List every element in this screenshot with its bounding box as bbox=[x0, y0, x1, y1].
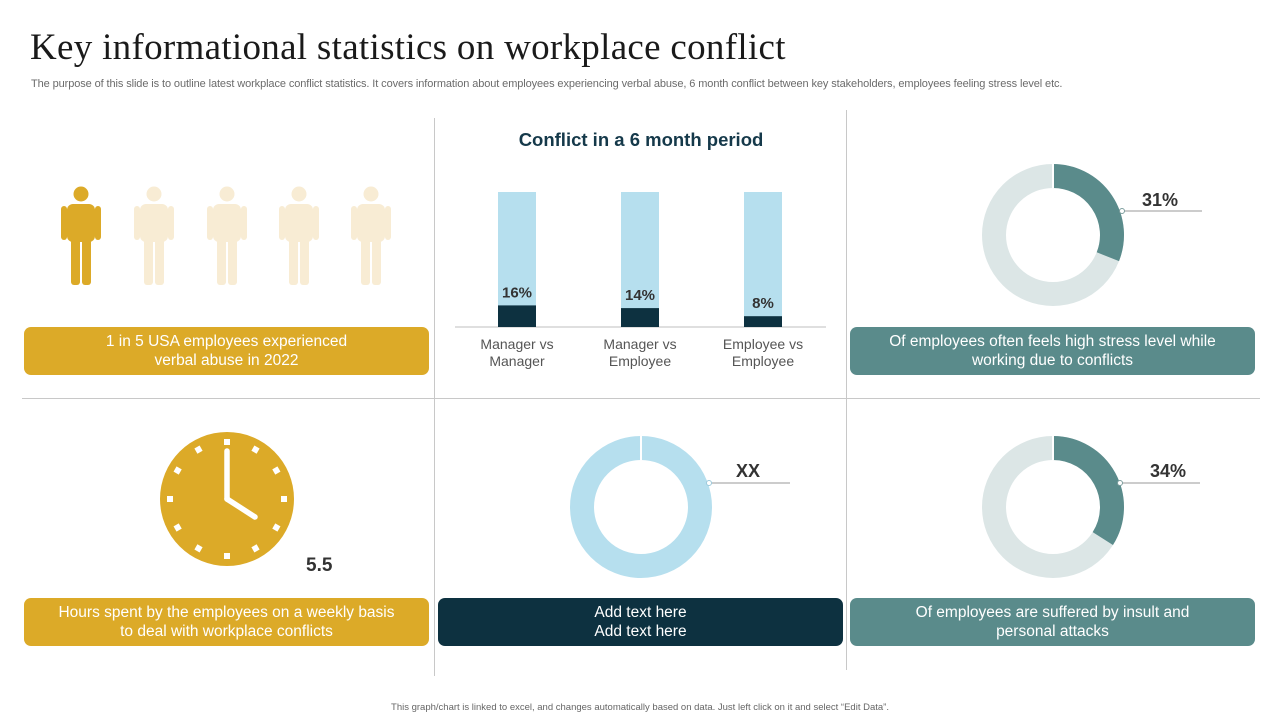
clock-tick bbox=[251, 544, 260, 553]
bar-value-label: 8% bbox=[752, 295, 774, 312]
stress-percent-label: 31% bbox=[1142, 190, 1179, 210]
grid-divider-horizontal bbox=[22, 398, 1260, 399]
donut-segment bbox=[1052, 164, 1124, 262]
clock-tick bbox=[224, 553, 230, 559]
placeholder-caption-line2: Add text here bbox=[594, 623, 687, 640]
clock-tick bbox=[281, 496, 287, 502]
clock-icon bbox=[160, 432, 294, 566]
stress-callout-leader bbox=[1119, 208, 1202, 214]
bar-category-label: Employee bbox=[732, 353, 794, 369]
hours-caption-line1: Hours spent by the employees on a weekly… bbox=[58, 604, 395, 621]
stress-donut-chart bbox=[982, 164, 1124, 306]
clock-tick bbox=[173, 466, 182, 475]
bar-remainder bbox=[498, 192, 536, 327]
insult-donut-chart bbox=[982, 436, 1124, 578]
person-icon bbox=[351, 186, 391, 285]
page-subtitle: The purpose of this slide is to outline … bbox=[31, 78, 1063, 90]
clock-tick bbox=[272, 523, 281, 532]
stress-caption-line1: Of employees often feels high stress lev… bbox=[889, 333, 1216, 350]
placeholder-donut-chart bbox=[570, 436, 712, 578]
verbal-abuse-caption-line1: 1 in 5 USA employees experienced bbox=[105, 333, 348, 350]
insult-callout-leader bbox=[1117, 480, 1200, 486]
grid-divider-vertical-right bbox=[846, 110, 847, 670]
person-icon bbox=[61, 186, 101, 285]
clock-tick bbox=[194, 445, 203, 454]
bar bbox=[498, 305, 536, 327]
bar-category-label: Manager vs bbox=[480, 336, 553, 352]
clock-tick bbox=[224, 439, 230, 445]
bar-category-label: Manager vs bbox=[603, 336, 676, 352]
bar-category-label: Employee bbox=[609, 353, 671, 369]
people-icons-group bbox=[61, 186, 391, 285]
verbal-abuse-caption-box: 1 in 5 USA employees experienced verbal … bbox=[24, 327, 429, 375]
placeholder-caption-line1: Add text here bbox=[594, 604, 687, 621]
bar bbox=[621, 308, 659, 327]
bar-chart-title: Conflict in a 6 month period bbox=[518, 129, 764, 150]
hours-caption-box: Hours spent by the employees on a weekly… bbox=[24, 598, 429, 646]
person-icon bbox=[207, 186, 247, 285]
insult-percent-label: 34% bbox=[1150, 461, 1187, 481]
bar bbox=[744, 316, 782, 327]
placeholder-callout-leader bbox=[706, 480, 790, 486]
bar-category-label: Manager bbox=[489, 353, 545, 369]
clock-tick bbox=[251, 445, 260, 454]
donut-segment bbox=[1052, 436, 1124, 546]
bar-value-label: 16% bbox=[502, 284, 532, 301]
page-title: Key informational statistics on workplac… bbox=[30, 27, 786, 68]
person-icon bbox=[279, 186, 319, 285]
bar-category-label: Employee vs bbox=[723, 336, 803, 352]
placeholder-caption-box: Add text here Add text here bbox=[438, 598, 843, 646]
insult-caption-line1: Of employees are suffered by insult and bbox=[915, 604, 1190, 621]
stress-caption-box: Of employees often feels high stress lev… bbox=[850, 327, 1255, 375]
insult-caption-box: Of employees are suffered by insult and … bbox=[850, 598, 1255, 646]
bar-value-label: 14% bbox=[625, 287, 655, 304]
clock-tick bbox=[173, 523, 182, 532]
hours-caption-line2: to deal with workplace conflicts bbox=[120, 623, 333, 640]
person-icon bbox=[134, 186, 174, 285]
stress-caption-line2: working due to conflicts bbox=[971, 352, 1134, 369]
hours-value: 5.5 bbox=[306, 555, 333, 576]
placeholder-value-label: XX bbox=[736, 461, 761, 481]
insult-caption-line2: personal attacks bbox=[996, 623, 1109, 640]
donut-track bbox=[570, 436, 712, 578]
grid-divider-vertical-left bbox=[434, 118, 435, 676]
clock-tick bbox=[272, 466, 281, 475]
verbal-abuse-caption-line2: verbal abuse in 2022 bbox=[154, 352, 299, 369]
clock-tick bbox=[194, 544, 203, 553]
footer-note: This graph/chart is linked to excel, and… bbox=[391, 702, 889, 713]
clock-tick bbox=[167, 496, 173, 502]
bar-remainder bbox=[621, 192, 659, 327]
bar-remainder bbox=[744, 192, 782, 327]
